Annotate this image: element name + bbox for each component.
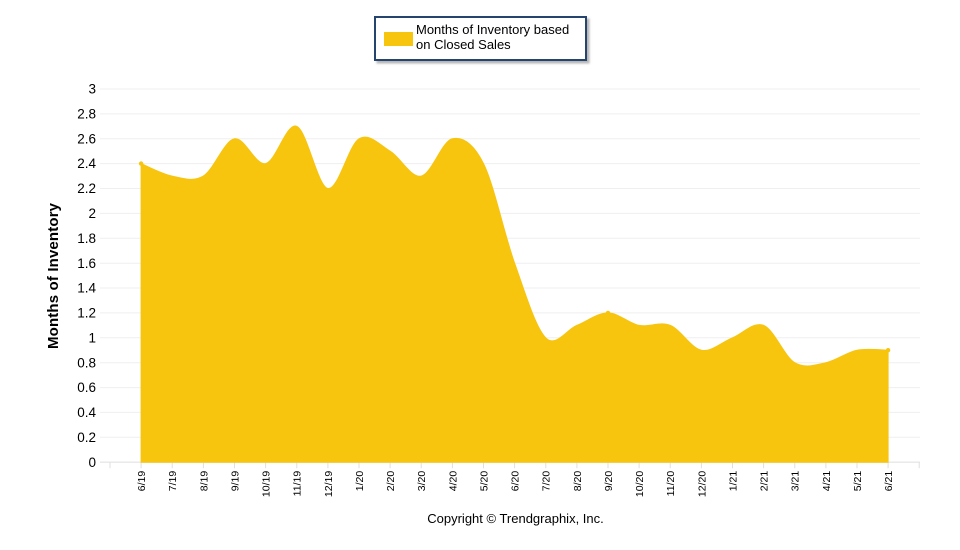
svg-text:12/19: 12/19 — [323, 471, 335, 497]
svg-text:1.8: 1.8 — [77, 231, 96, 246]
svg-text:1/20: 1/20 — [354, 471, 366, 492]
svg-text:8/20: 8/20 — [572, 471, 584, 492]
svg-text:5/20: 5/20 — [479, 471, 491, 492]
svg-text:3/20: 3/20 — [416, 471, 428, 492]
svg-text:0: 0 — [88, 455, 96, 470]
svg-text:12/20: 12/20 — [696, 471, 708, 497]
svg-text:6/19: 6/19 — [136, 471, 148, 492]
svg-text:2: 2 — [88, 206, 96, 221]
svg-text:4/20: 4/20 — [447, 471, 459, 492]
svg-text:1/21: 1/21 — [728, 471, 740, 492]
svg-text:7/20: 7/20 — [541, 471, 553, 492]
svg-text:1.6: 1.6 — [77, 256, 96, 271]
svg-text:10/20: 10/20 — [634, 471, 646, 497]
svg-text:10/19: 10/19 — [261, 471, 273, 497]
svg-text:2.6: 2.6 — [77, 131, 96, 146]
svg-text:0.6: 0.6 — [77, 380, 96, 395]
svg-text:8/19: 8/19 — [198, 471, 210, 492]
svg-text:2/21: 2/21 — [759, 471, 771, 492]
svg-text:1.4: 1.4 — [77, 281, 96, 296]
svg-text:1: 1 — [88, 330, 96, 345]
svg-text:2.2: 2.2 — [77, 181, 96, 196]
svg-text:5/21: 5/21 — [852, 471, 864, 492]
svg-text:11/20: 11/20 — [665, 471, 677, 497]
svg-text:2/20: 2/20 — [385, 471, 397, 492]
svg-text:0.2: 0.2 — [77, 430, 96, 445]
svg-text:0.8: 0.8 — [77, 355, 96, 370]
svg-text:9/19: 9/19 — [230, 471, 242, 492]
svg-text:1.2: 1.2 — [77, 306, 96, 321]
svg-text:0.4: 0.4 — [77, 405, 96, 420]
svg-text:4/21: 4/21 — [821, 471, 833, 492]
svg-text:3/21: 3/21 — [790, 471, 802, 492]
svg-text:11/19: 11/19 — [292, 471, 304, 497]
svg-text:6/20: 6/20 — [510, 471, 522, 492]
svg-text:3: 3 — [88, 82, 96, 97]
svg-text:2.4: 2.4 — [77, 156, 96, 171]
svg-text:6/21: 6/21 — [883, 471, 895, 492]
svg-text:9/20: 9/20 — [603, 471, 615, 492]
svg-text:2.8: 2.8 — [77, 107, 96, 122]
svg-text:7/19: 7/19 — [167, 471, 179, 492]
